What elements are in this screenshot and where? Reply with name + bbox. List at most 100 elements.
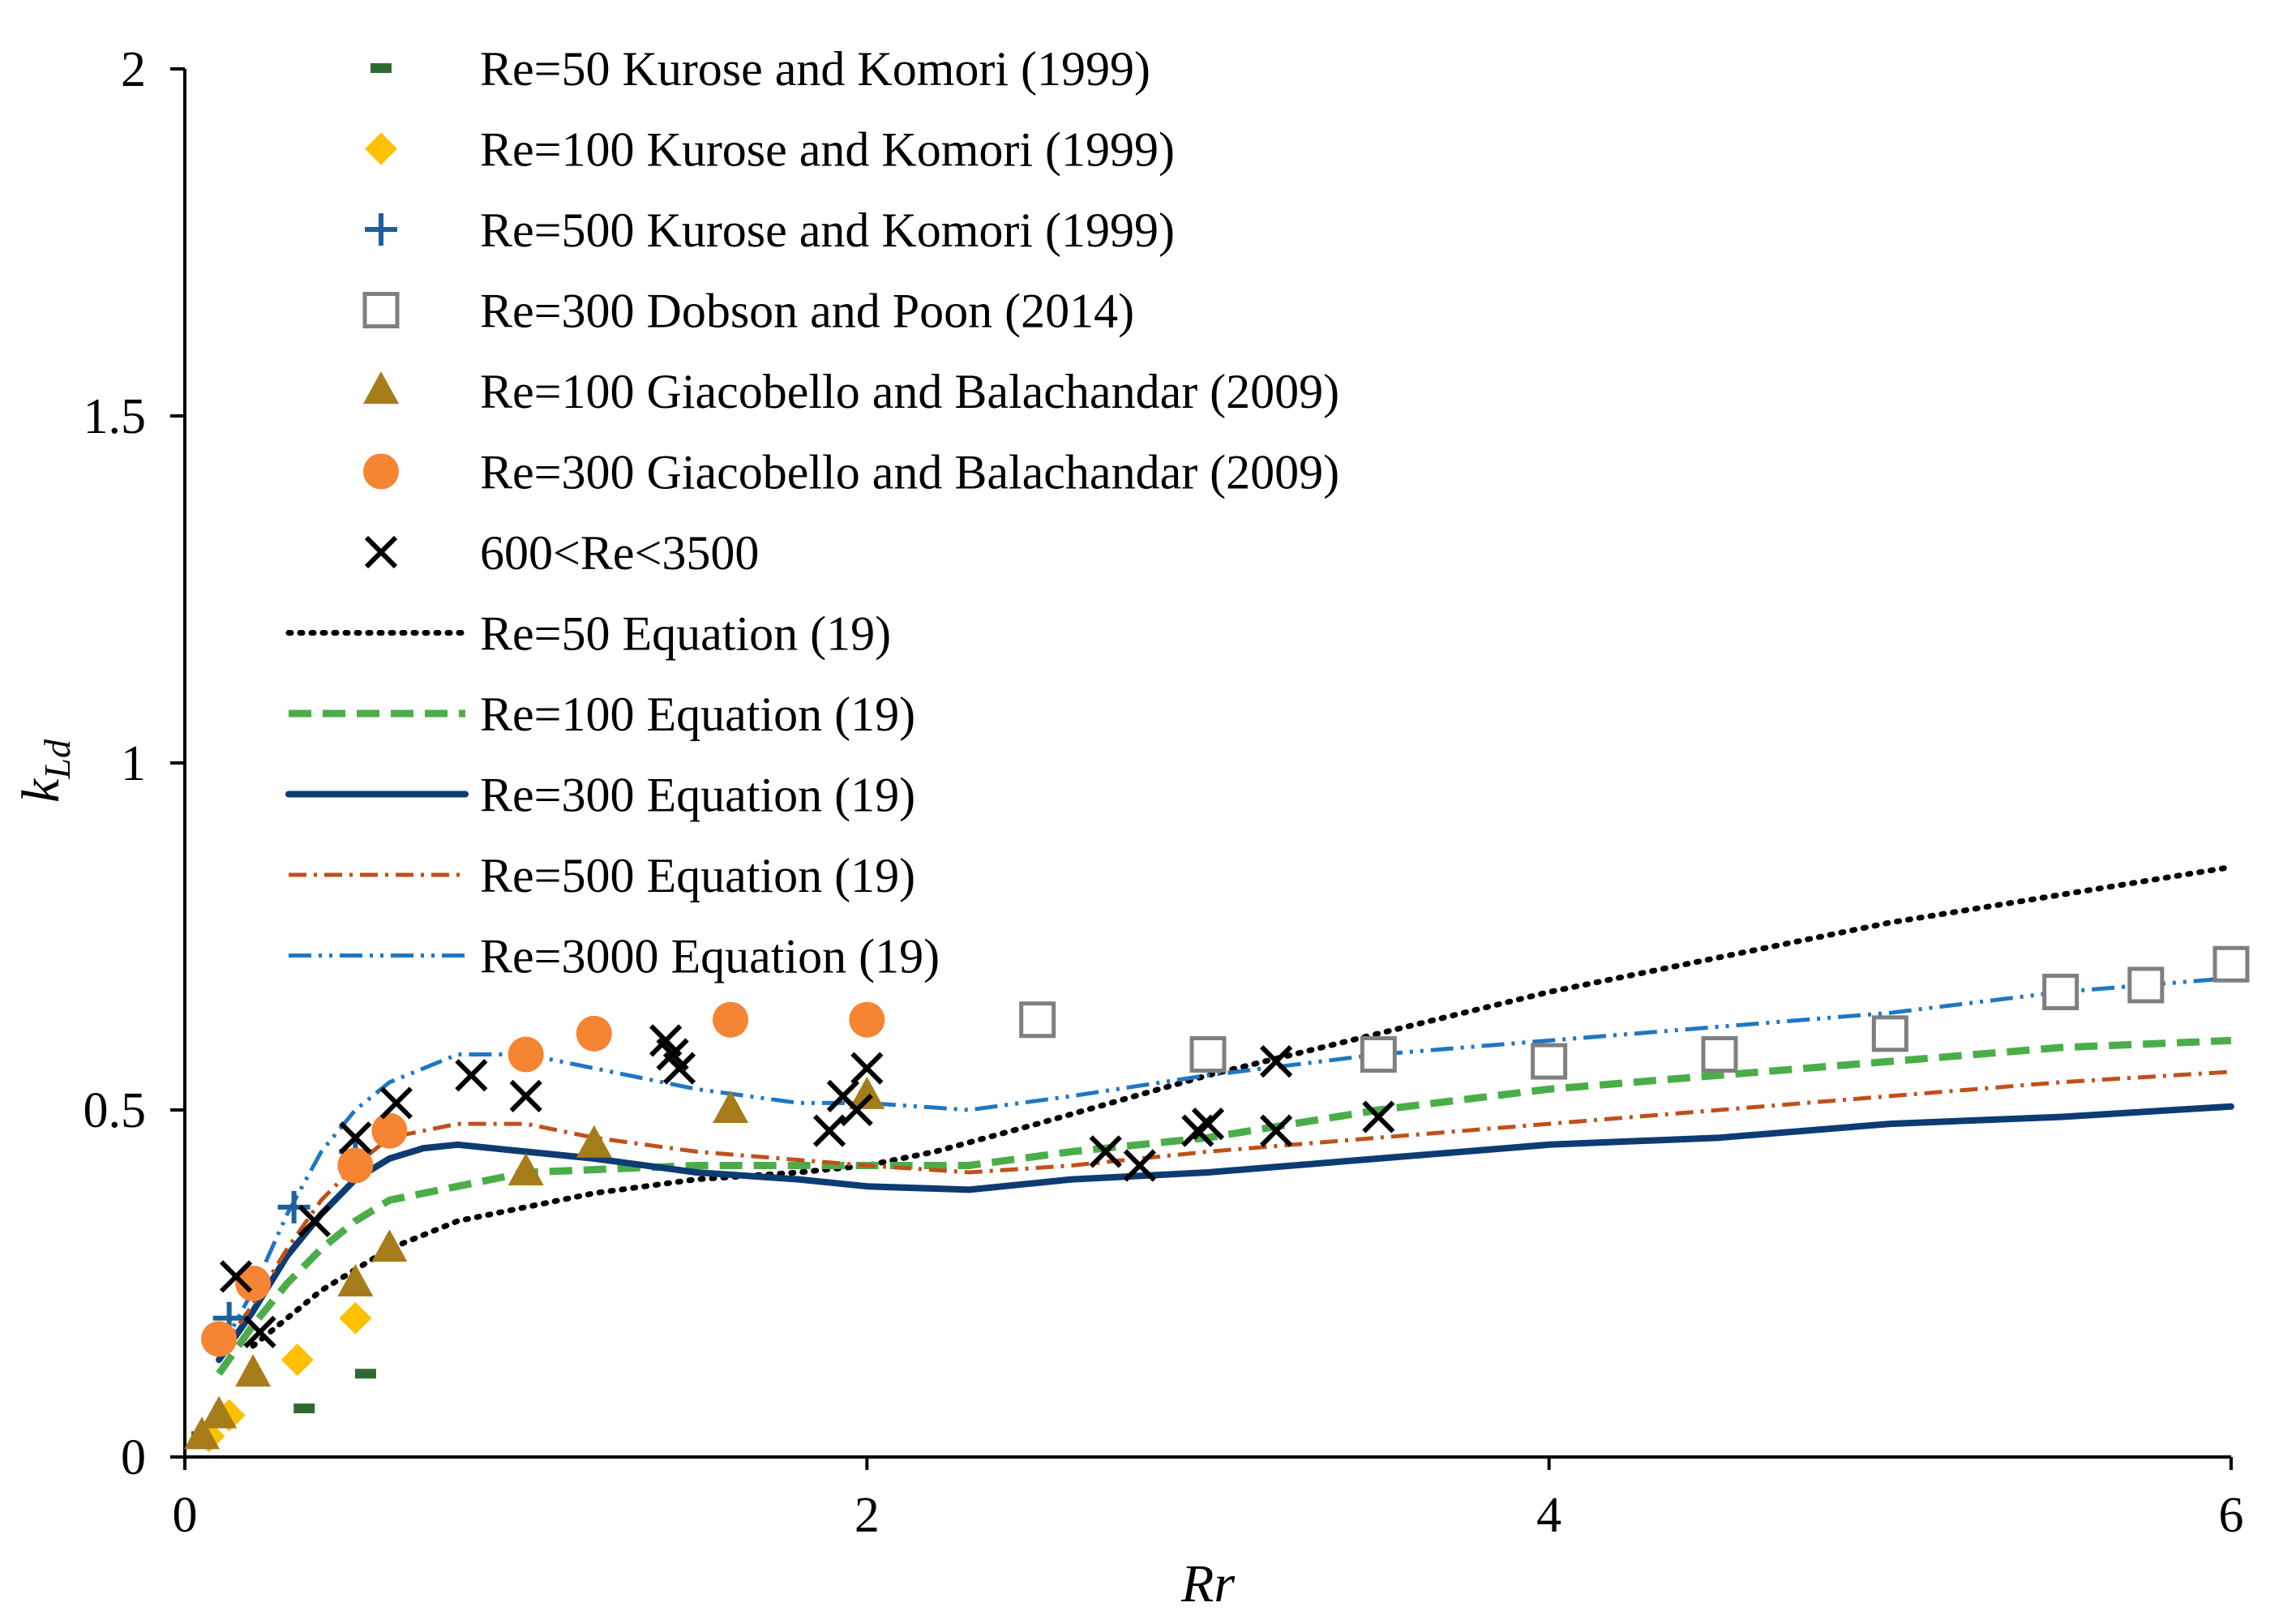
- series-re-300-giacobello-and-balachandar-2009: [201, 1001, 885, 1357]
- legend-item: Re=300 Giacobello and Balachandar (2009): [363, 446, 1339, 499]
- data-point-re-100-giacobello-and-balachandar-2009: [337, 1264, 374, 1296]
- x-ticks: 0 2 4 6: [173, 1457, 2244, 1543]
- data-point-re-300-dobson-and-poon-2014: [1871, 1015, 1908, 1052]
- legend-label: Re=300 Giacobello and Balachandar (2009): [480, 446, 1339, 499]
- data-point-re-100-kurose-and-komori-1999: [281, 1343, 314, 1377]
- data-point-600-re-3500: [850, 1052, 884, 1085]
- legend-item: Re=300 Equation (19): [285, 769, 915, 822]
- legend-label: Re=100 Giacobello and Balachandar (2009): [480, 365, 1339, 418]
- data-point-re-100-kurose-and-komori-1999: [339, 1301, 372, 1335]
- data-point-600-re-3500: [298, 1204, 331, 1238]
- data-point-600-re-3500: [455, 1059, 488, 1092]
- legend-label: Re=300 Equation (19): [480, 769, 915, 822]
- data-point-re-300-dobson-and-poon-2014: [1531, 1043, 1568, 1080]
- y-axis-title-subscript: Ld: [36, 739, 78, 780]
- legend-label: 600<Re<3500: [480, 526, 759, 580]
- legend-label: Re=50 Kurose and Komori (1999): [480, 42, 1150, 96]
- series-line-re-500-equation-19: [217, 1069, 2232, 1355]
- data-point-re-50-kurose-and-komori-1999: [354, 1369, 376, 1379]
- legend-item: Re=3000 Equation (19): [289, 930, 940, 983]
- legend-marker-swatch: [365, 213, 397, 246]
- data-point-re-300-dobson-and-poon-2014: [2127, 966, 2165, 1004]
- y-axis-title: kLd: [11, 739, 78, 803]
- equation-lines: [216, 863, 2234, 1376]
- x-tick-label: 2: [855, 1488, 880, 1543]
- legend-item: Re=500 Kurose and Komori (1999): [365, 204, 1175, 257]
- legend: Re=50 Kurose and Komori (1999) Re=100 Kur…: [285, 42, 1339, 983]
- data-point-re-300-giacobello-and-balachandar-2009: [337, 1147, 374, 1184]
- data-point-re-300-giacobello-and-balachandar-2009: [713, 1001, 749, 1038]
- series-re-100-giacobello-and-balachandar-2009: [184, 1076, 885, 1450]
- data-point-600-re-3500: [219, 1260, 253, 1293]
- data-point-re-100-giacobello-and-balachandar-2009: [849, 1076, 885, 1109]
- legend-label: Re=100 Equation (19): [480, 688, 915, 741]
- data-point-600-re-3500: [1362, 1100, 1395, 1133]
- data-point-re-300-dobson-and-poon-2014: [2212, 945, 2250, 983]
- data-point-re-500-kurose-and-komori-1999: [277, 1190, 311, 1223]
- data-point-re-100-giacobello-and-balachandar-2009: [371, 1229, 408, 1262]
- legend-item: Re=300 Dobson and Poon (2014): [362, 285, 1134, 338]
- data-point-re-300-dobson-and-poon-2014: [1701, 1036, 1738, 1073]
- data-point-re-50-kurose-and-komori-1999: [293, 1403, 315, 1414]
- legend-item: Re=100 Giacobello and Balachandar (2009): [363, 365, 1339, 418]
- x-tick-label: 0: [173, 1488, 198, 1543]
- y-axis-title-main: k: [11, 778, 71, 803]
- legend-label: Re=50 Equation (19): [480, 607, 891, 661]
- legend-marker-swatch: [363, 453, 399, 490]
- x-tick-label: 4: [1536, 1488, 1561, 1543]
- y-tick-label: 1.5: [84, 389, 147, 444]
- data-point-re-300-giacobello-and-balachandar-2009: [576, 1015, 612, 1052]
- legend-label: Re=300 Dobson and Poon (2014): [480, 285, 1134, 338]
- data-point-re-300-giacobello-and-balachandar-2009: [371, 1112, 408, 1149]
- legend-marker-swatch: [371, 63, 392, 73]
- series-line-re-300-equation-19: [216, 1103, 2234, 1364]
- data-point-re-100-giacobello-and-balachandar-2009: [201, 1395, 238, 1429]
- data-point-re-300-giacobello-and-balachandar-2009: [201, 1321, 238, 1357]
- legend-label: Re=500 Equation (19): [480, 849, 915, 902]
- legend-item: Re=50 Equation (19): [285, 607, 891, 661]
- legend-label: Re=3000 Equation (19): [480, 930, 940, 983]
- data-point-600-re-3500: [1123, 1149, 1156, 1182]
- data-point-600-re-3500: [339, 1121, 372, 1155]
- legend-label: Re=100 Kurose and Komori (1999): [480, 123, 1175, 177]
- legend-item: Re=500 Equation (19): [289, 849, 915, 902]
- legend-marker-swatch: [363, 371, 399, 404]
- data-point-re-300-giacobello-and-balachandar-2009: [235, 1266, 272, 1301]
- data-point-600-re-3500: [840, 1093, 873, 1127]
- data-point-re-300-dobson-and-poon-2014: [1019, 1001, 1056, 1039]
- data-point-600-re-3500: [1089, 1135, 1122, 1168]
- legend-item: Re=50 Kurose and Komori (1999): [371, 42, 1150, 96]
- data-point-600-re-3500: [1260, 1044, 1293, 1078]
- data-point-600-re-3500: [509, 1079, 542, 1113]
- legend-item: Re=100 Kurose and Komori (1999): [365, 123, 1175, 177]
- legend-marker-swatch: [362, 292, 400, 328]
- data-point-re-300-dobson-and-poon-2014: [2042, 973, 2080, 1010]
- y-tick-label: 0: [121, 1430, 146, 1485]
- data-point-600-re-3500: [379, 1086, 413, 1120]
- legend-marker-swatch: [365, 132, 397, 165]
- y-ticks: 0 0.5 1 1.5 2: [84, 42, 185, 1485]
- data-point-600-re-3500: [1191, 1107, 1225, 1141]
- data-point-600-re-3500: [662, 1052, 696, 1085]
- series-line-re-50-equation-19: [250, 863, 2234, 1349]
- legend-label: Re=500 Kurose and Komori (1999): [480, 204, 1175, 257]
- y-tick-label: 1: [121, 736, 146, 791]
- x-tick-label: 6: [2219, 1488, 2244, 1543]
- data-point-re-300-dobson-and-poon-2014: [1189, 1036, 1227, 1073]
- data-point-re-100-giacobello-and-balachandar-2009: [713, 1091, 749, 1123]
- legend-item: Re=100 Equation (19): [289, 688, 915, 741]
- series-600-re-3500: [219, 1024, 1395, 1349]
- legend-marker-swatch: [364, 535, 398, 569]
- series-re-300-dobson-and-poon-2014: [1019, 945, 2250, 1080]
- y-tick-label: 2: [121, 42, 146, 97]
- data-point-re-300-giacobello-and-balachandar-2009: [508, 1036, 544, 1073]
- data-point-re-300-dobson-and-poon-2014: [1360, 1036, 1397, 1073]
- data-point-re-100-giacobello-and-balachandar-2009: [235, 1354, 272, 1387]
- data-point-600-re-3500: [812, 1114, 846, 1147]
- data-point-600-re-3500: [1260, 1114, 1293, 1147]
- axes: 0 2 4 6 0 0.5 1 1.5 2: [84, 42, 2244, 1543]
- legend-item: 600<Re<3500: [364, 526, 759, 580]
- x-axis-title: Rr: [1180, 1554, 1235, 1613]
- data-point-re-100-giacobello-and-balachandar-2009: [184, 1416, 221, 1450]
